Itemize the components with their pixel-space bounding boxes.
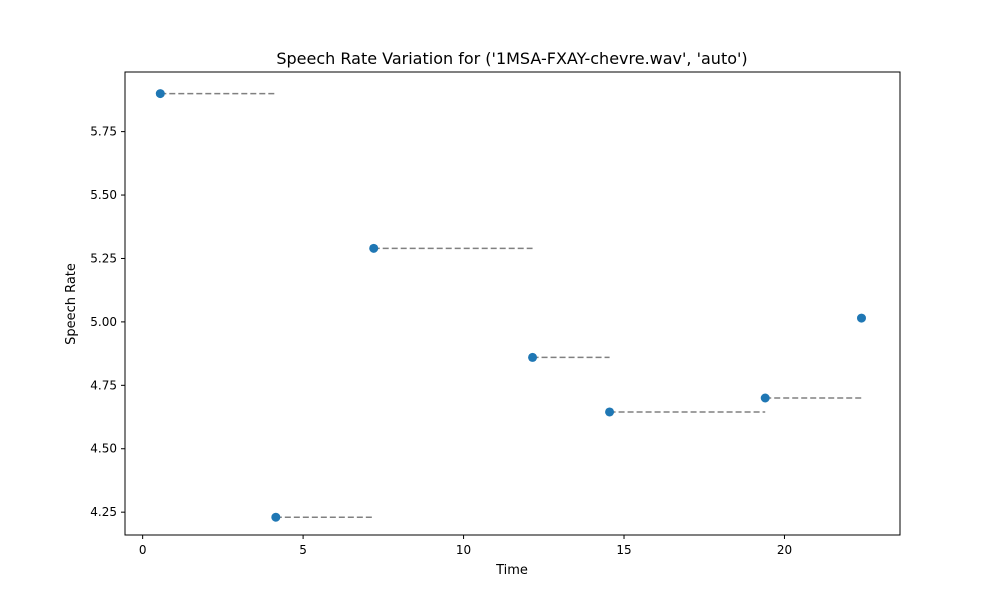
y-tick-label: 5.75 [90, 125, 117, 139]
y-tick-label: 5.25 [90, 251, 117, 265]
data-point [369, 243, 379, 253]
y-tick-label: 5.50 [90, 188, 117, 202]
x-tick-label: 5 [299, 543, 307, 557]
data-point [271, 512, 281, 522]
data-point [605, 407, 615, 417]
chart-title: Speech Rate Variation for ('1MSA-FXAY-ch… [276, 49, 747, 68]
y-tick-label: 4.25 [90, 505, 117, 519]
y-tick-label: 4.50 [90, 442, 117, 456]
plot-area: 0 5 10 15 20 4.25 4.50 4.75 5.00 5.25 5.50 5.75 [90, 71, 901, 557]
y-axis-title: Speech Rate [64, 263, 79, 345]
plot-frame [124, 71, 901, 536]
y-tick-label: 4.75 [90, 378, 117, 392]
x-axis-title: Time [495, 563, 528, 578]
data-point [155, 89, 165, 99]
x-tick-label: 10 [456, 543, 471, 557]
x-tick-label: 20 [777, 543, 792, 557]
data-point [528, 352, 538, 362]
x-tick-label: 15 [616, 543, 631, 557]
data-point [856, 313, 866, 323]
y-tick-label: 5.00 [90, 315, 117, 329]
data-point [760, 393, 770, 403]
x-tick-label: 0 [139, 543, 147, 557]
